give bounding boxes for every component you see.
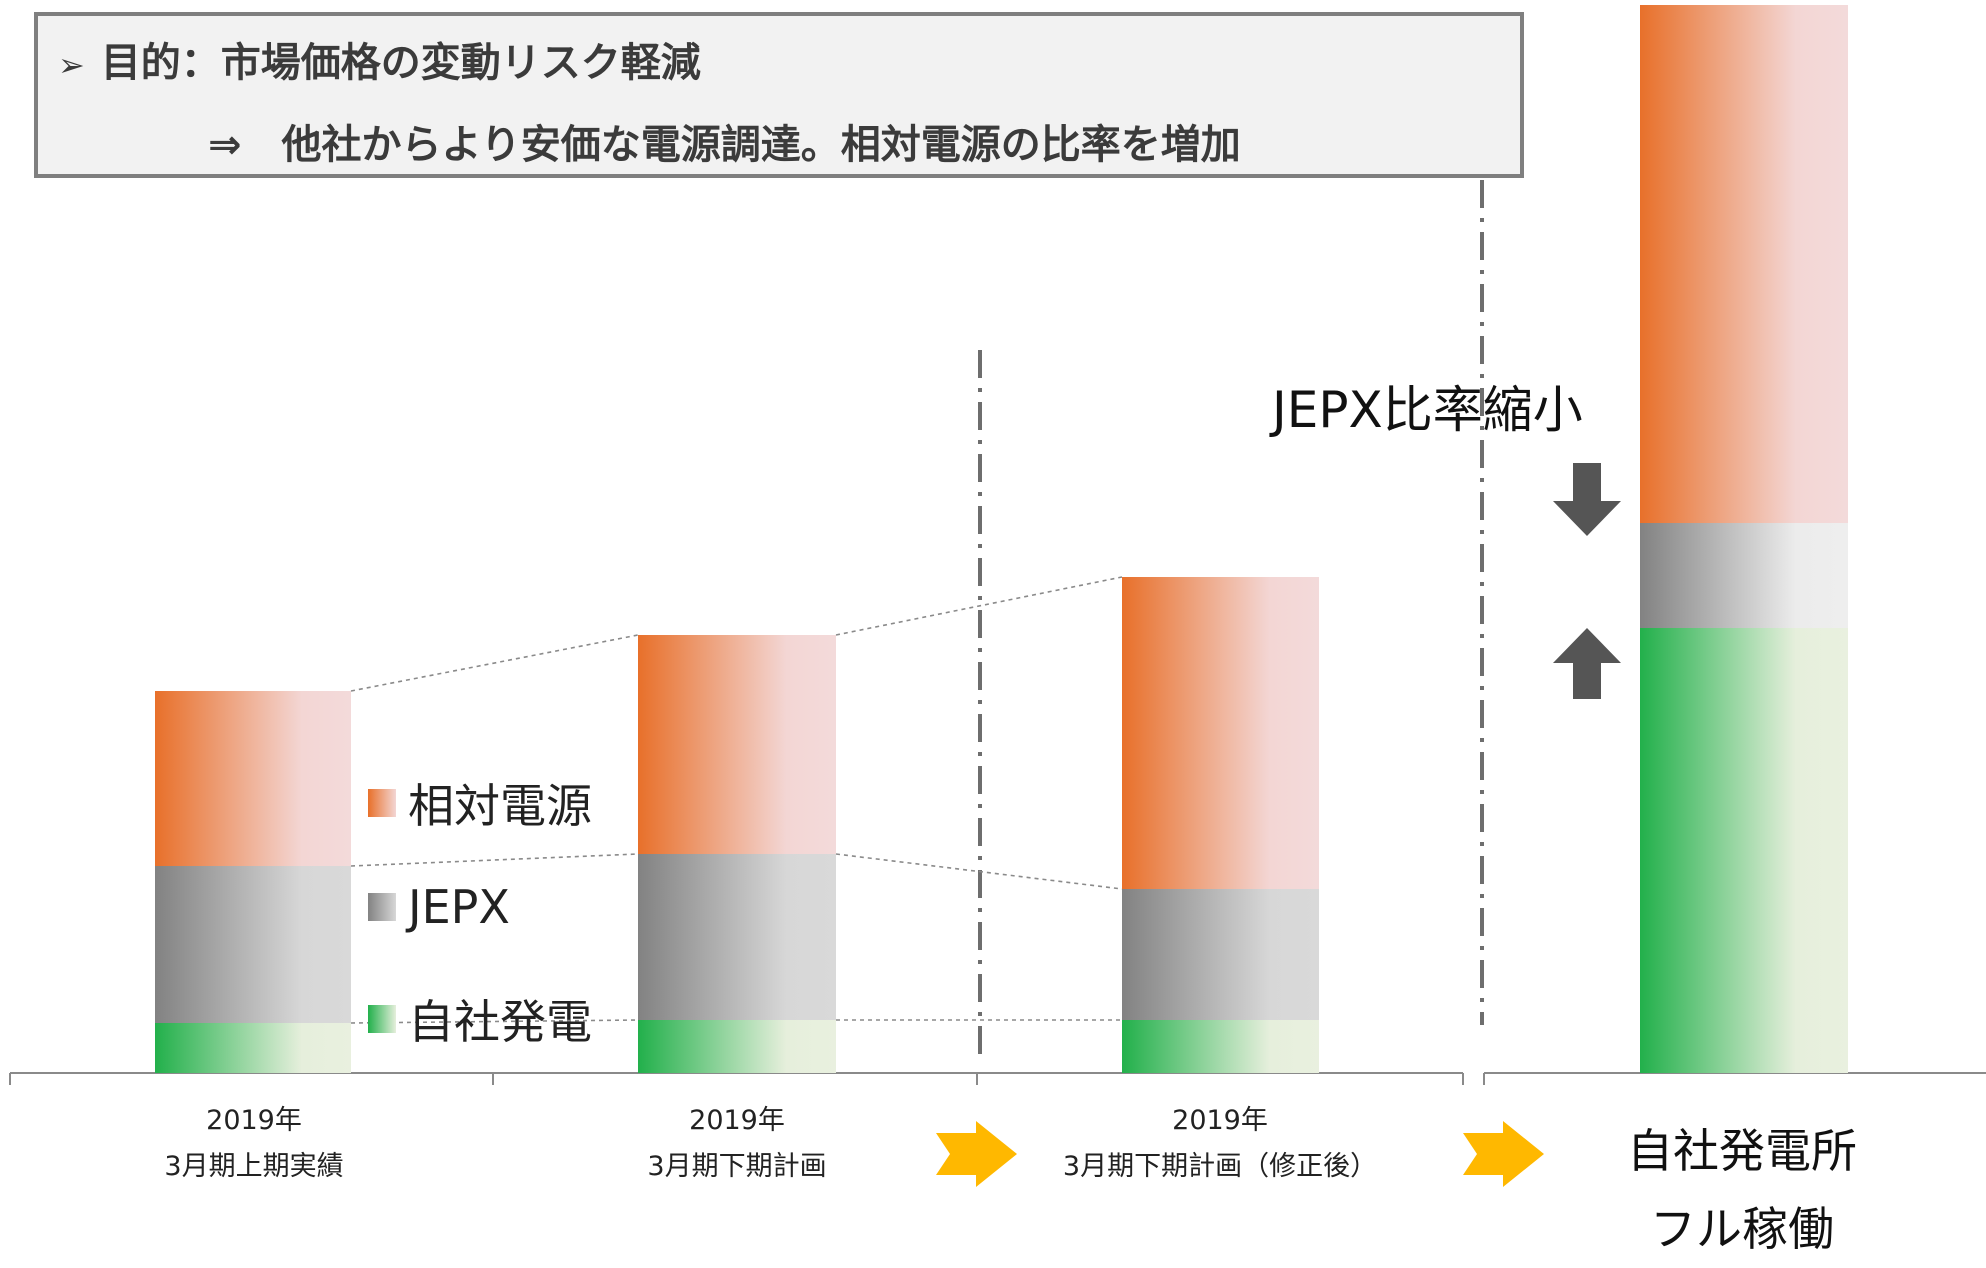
bar-segment-sotai-2 [638, 635, 836, 854]
bar-segment-sotai-4 [1640, 5, 1848, 523]
bar-segment-self-4 [1640, 628, 1848, 1073]
connector-line [351, 854, 638, 866]
category-label-line: 3月期下期計画 [607, 1144, 867, 1190]
category-label-line: 2019年 [1020, 1098, 1420, 1144]
bar-segment-jepx-2 [638, 854, 836, 1020]
legend-item-sotai: 相対電源 [368, 770, 592, 836]
legend-swatch [368, 1005, 396, 1033]
category-label-line: 2019年 [124, 1098, 384, 1144]
arrow-right-icon [1463, 1121, 1544, 1187]
category-label-1: 2019年 3月期上期実績 [124, 1098, 384, 1190]
category-label-2: 2019年 3月期下期計画 [607, 1098, 867, 1190]
category-label-line: フル稼働 [1592, 1190, 1892, 1268]
bar-segment-jepx-3 [1122, 889, 1319, 1020]
legend-swatch [368, 789, 396, 817]
bar-segment-self-3 [1122, 1020, 1319, 1073]
bar-segment-jepx-4 [1640, 523, 1848, 628]
legend-item-jisha: 自社発電 [368, 986, 592, 1052]
category-label-line: 2019年 [607, 1098, 867, 1144]
legend-label: JEPX [408, 880, 510, 934]
arrow-down-icon [1553, 463, 1621, 536]
legend-swatch [368, 893, 396, 921]
bar-segment-self-2 [638, 1020, 836, 1073]
bar-segment-self-1 [155, 1023, 351, 1073]
legend-item-jepx: JEPX [368, 880, 510, 934]
category-label-3: 2019年 3月期下期計画（修正後） [1020, 1098, 1420, 1190]
bar-segment-sotai-3 [1122, 577, 1319, 889]
legend-label: 相対電源 [408, 770, 592, 836]
legend-label: 自社発電 [408, 986, 592, 1052]
connector-line [351, 635, 638, 691]
jepx-ratio-annotation: JEPX比率縮小 [1272, 370, 1583, 442]
bar-segment-jepx-1 [155, 866, 351, 1023]
arrow-up-icon [1553, 628, 1621, 699]
category-label-line: 自社発電所 [1592, 1112, 1892, 1190]
category-label-line: 3月期上期実績 [124, 1144, 384, 1190]
bar-segment-sotai-1 [155, 691, 351, 866]
category-label-4: 自社発電所 フル稼働 [1592, 1112, 1892, 1268]
category-label-line: 3月期下期計画（修正後） [1020, 1144, 1420, 1190]
arrow-right-icon [936, 1121, 1017, 1187]
